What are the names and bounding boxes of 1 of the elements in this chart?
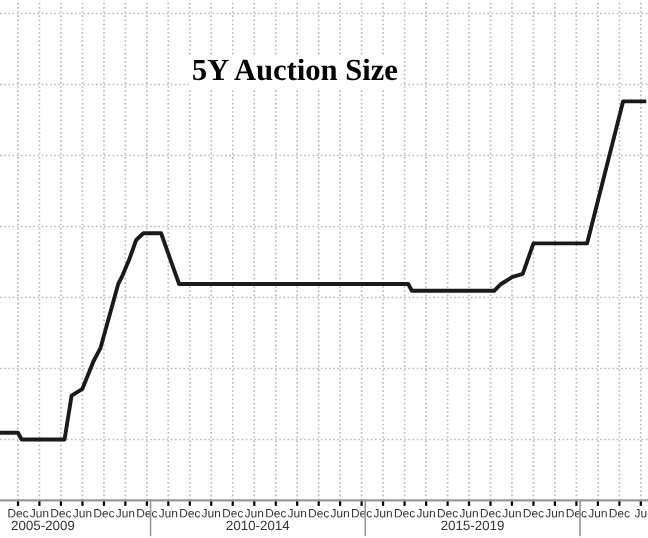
chart-title: 5Y Auction Size — [193, 58, 398, 81]
